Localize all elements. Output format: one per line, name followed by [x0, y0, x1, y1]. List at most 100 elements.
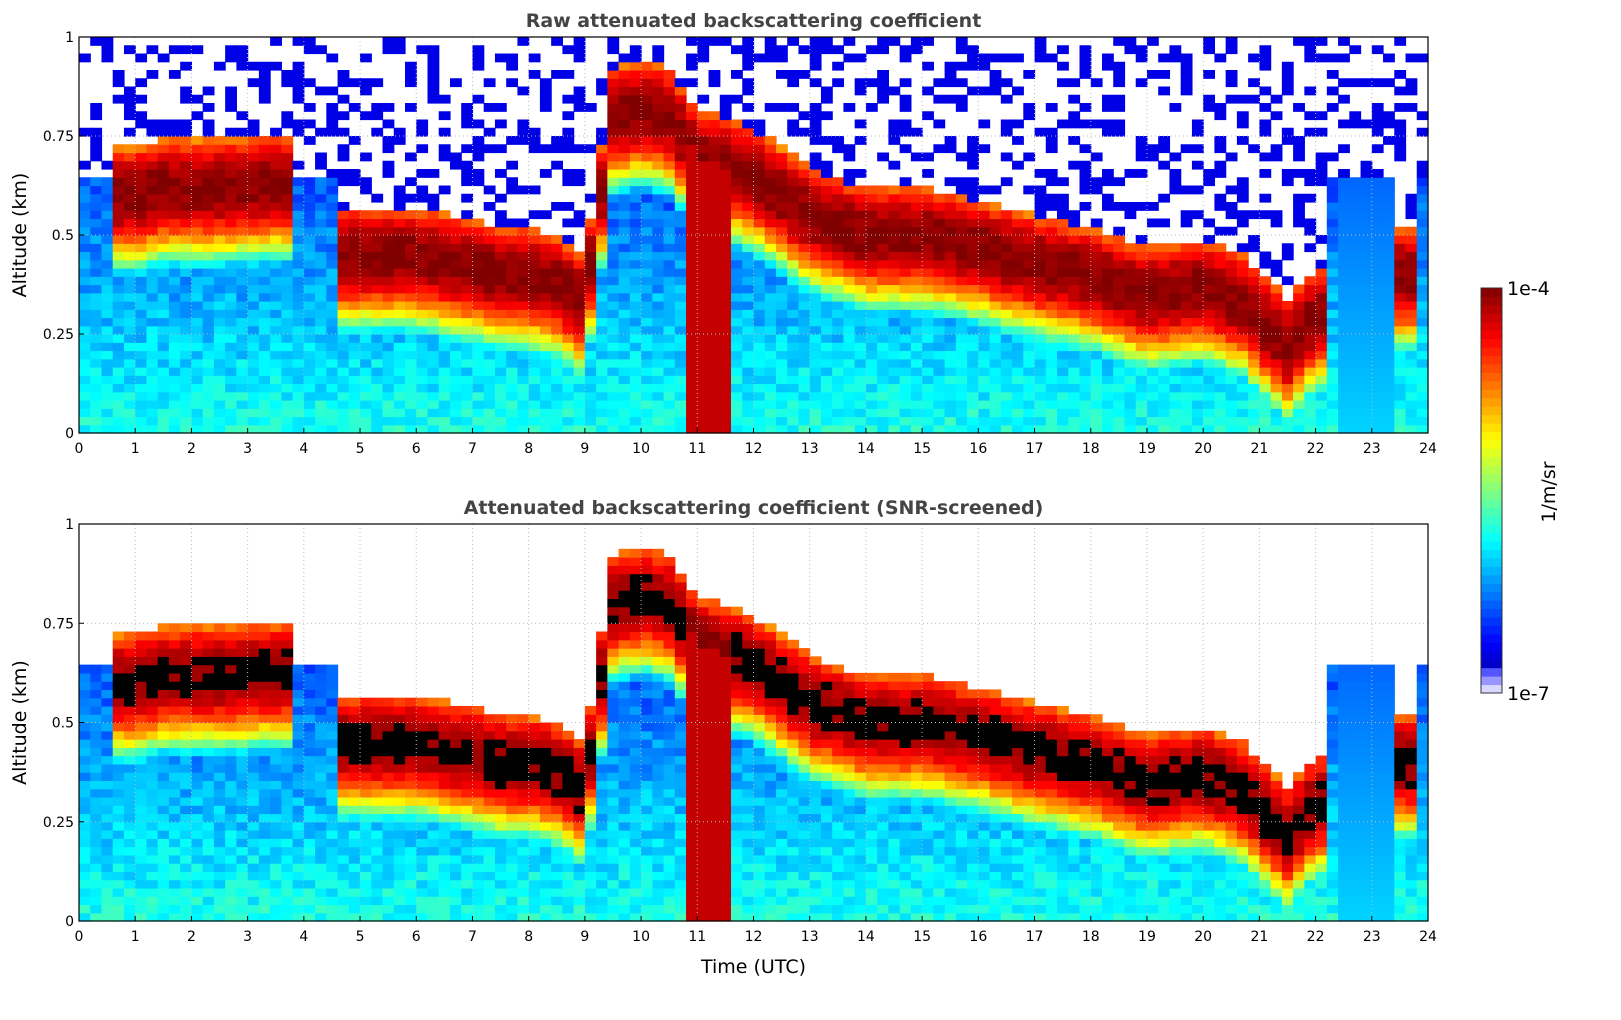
heatmap-cell [955, 350, 968, 360]
heatmap-cell [854, 284, 867, 294]
heatmap-cell [236, 664, 249, 674]
heatmap-cell [180, 127, 193, 137]
heatmap-cell [135, 342, 148, 352]
heatmap-cell [1023, 70, 1036, 79]
heatmap-cell [236, 259, 249, 269]
heatmap-cell [146, 185, 159, 195]
heatmap-cell [1293, 375, 1305, 385]
heatmap-cell [427, 342, 440, 352]
heatmap-cell [629, 325, 642, 335]
heatmap-cell [168, 226, 181, 236]
heatmap-cell [989, 325, 1002, 335]
heatmap-cell [910, 185, 923, 195]
heatmap-cell [1090, 367, 1103, 376]
heatmap-cell [180, 309, 193, 319]
heatmap-cell [1113, 70, 1126, 79]
heatmap-cell [1068, 94, 1081, 104]
heatmap-cell [629, 301, 642, 310]
heatmap-cell [944, 136, 957, 145]
heatmap-cell [371, 276, 384, 286]
heatmap-cell [832, 210, 845, 220]
heatmap-cell [202, 367, 215, 376]
heatmap-cell [112, 838, 125, 848]
heatmap-cell [877, 358, 889, 368]
heatmap-cell [731, 70, 743, 79]
heatmap-cell [382, 391, 395, 401]
heatmap-cell [1248, 358, 1260, 368]
heatmap-cell [416, 309, 429, 319]
heatmap-cell [899, 350, 912, 360]
heatmap-cell [168, 739, 181, 748]
heatmap-cell [112, 375, 125, 385]
heatmap-cell [877, 251, 889, 261]
heatmap-cell [225, 879, 237, 889]
heatmap-cell [854, 358, 867, 368]
heatmap-cell [629, 152, 642, 162]
heatmap-cell [483, 144, 496, 154]
heatmap-cell [1146, 259, 1159, 269]
heatmap-cell [1203, 325, 1216, 335]
heatmap-cell [326, 375, 339, 385]
heatmap-cell [1214, 292, 1227, 302]
heatmap-cell [236, 623, 249, 633]
heatmap-cell [798, 383, 811, 393]
heatmap-cell [157, 623, 170, 633]
heatmap-cell [674, 119, 687, 129]
heatmap-cell [1057, 400, 1069, 409]
heatmap-cell [775, 367, 788, 376]
heatmap-cell [1405, 251, 1418, 261]
heatmap-cell [674, 301, 687, 310]
heatmap-cell [371, 309, 384, 319]
heatmap-cell [146, 863, 159, 872]
heatmap-cell [618, 86, 631, 96]
heatmap-cell [1045, 127, 1058, 137]
heatmap-cell [764, 169, 777, 178]
heatmap-cell [427, 259, 440, 269]
heatmap-cell [652, 259, 665, 269]
heatmap-cell [191, 896, 204, 906]
heatmap-panel-1 [79, 37, 1429, 434]
heatmap-cell [202, 656, 215, 666]
heatmap-cell [832, 367, 845, 376]
heatmap-cell [225, 177, 237, 187]
heatmap-cell [258, 169, 271, 178]
heatmap-cell [146, 160, 159, 170]
heatmap-cell [393, 391, 406, 401]
heatmap-cell [461, 367, 474, 376]
heatmap-cell [123, 796, 136, 806]
heatmap-cell [967, 185, 979, 195]
heatmap-cell [1068, 358, 1081, 368]
heatmap-cell [1034, 375, 1047, 385]
heatmap-cell [775, 342, 788, 352]
heatmap-cell [618, 325, 631, 335]
heatmap-cell [607, 350, 620, 360]
heatmap-cell [1158, 268, 1171, 277]
heatmap-cell [1113, 226, 1126, 236]
heatmap-cell [967, 325, 979, 335]
heatmap-cell [1068, 383, 1081, 393]
heatmap-cell [989, 251, 1002, 261]
heatmap-cell [90, 424, 103, 434]
heatmap-cell [270, 152, 282, 162]
heatmap-cell [123, 730, 136, 740]
heatmap-cell [1326, 292, 1339, 302]
heatmap-cell [101, 193, 114, 203]
heatmap-cell [944, 292, 957, 302]
heatmap-cell [326, 185, 339, 195]
heatmap-cell [1191, 292, 1204, 302]
heatmap-cell [787, 400, 800, 409]
heatmap-cell [686, 235, 698, 244]
heatmap-cell [416, 400, 429, 409]
heatmap-cell [573, 268, 586, 277]
heatmap-cell [686, 37, 698, 46]
heatmap-cell [270, 226, 282, 236]
heatmap-cell [168, 210, 181, 220]
heatmap-cell [258, 400, 271, 409]
heatmap-cell [438, 111, 451, 121]
heatmap-cell [168, 863, 181, 872]
heatmap-cell [1405, 103, 1418, 112]
heatmap-cell [326, 358, 339, 368]
heatmap-cell [652, 408, 665, 418]
heatmap-cell [303, 292, 316, 302]
heatmap-cell [955, 325, 968, 335]
